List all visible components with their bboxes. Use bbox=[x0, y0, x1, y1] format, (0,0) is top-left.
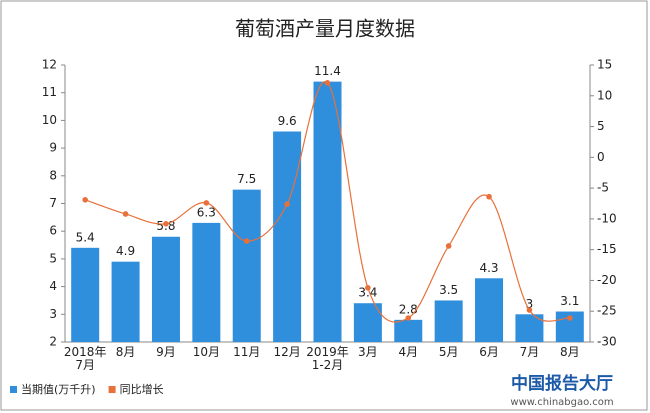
line-point bbox=[163, 221, 169, 227]
value-label: 7.5 bbox=[237, 172, 256, 186]
y-tick-label: 5 bbox=[49, 251, 57, 265]
line-point bbox=[405, 315, 412, 321]
value-label: 9.6 bbox=[278, 114, 297, 128]
chart-title: 葡萄酒产量月度数据 bbox=[235, 17, 415, 41]
y2-tick-label: 15 bbox=[597, 58, 612, 72]
x-tick-label: 6月 bbox=[479, 345, 499, 359]
bar bbox=[151, 236, 180, 342]
value-label: 3.5 bbox=[439, 283, 458, 297]
legend-swatch bbox=[108, 386, 116, 393]
x-tick-label: 7月 bbox=[519, 345, 540, 359]
line-point bbox=[526, 307, 533, 313]
line-point bbox=[203, 200, 210, 206]
x-tick-label: 5月 bbox=[438, 345, 459, 359]
line-point bbox=[365, 285, 371, 291]
y-tick-label: 8 bbox=[49, 168, 57, 182]
y-tick-label: 6 bbox=[49, 224, 57, 238]
bar bbox=[475, 278, 504, 342]
value-label: 5.4 bbox=[76, 230, 95, 244]
y2-tick-label: -20 bbox=[597, 273, 617, 287]
y2-tick-label: 5 bbox=[597, 119, 605, 133]
bar bbox=[192, 222, 221, 342]
x-tick-label: 4月 bbox=[398, 345, 419, 359]
y2-tick-label: 10 bbox=[597, 88, 612, 102]
value-label: 3 bbox=[526, 297, 534, 311]
line-point bbox=[284, 201, 290, 207]
bar bbox=[273, 131, 302, 342]
y-tick-label: 4 bbox=[49, 279, 57, 293]
y2-tick-label: -30 bbox=[597, 335, 617, 349]
y-tick-label: 9 bbox=[49, 141, 57, 155]
value-label: 3.4 bbox=[358, 286, 377, 300]
y-tick-label: 12 bbox=[42, 58, 57, 72]
y-tick-label: 11 bbox=[42, 85, 57, 99]
legend-label: 同比增长 bbox=[120, 382, 164, 396]
watermark-url: www.chinabgao.com bbox=[510, 397, 613, 408]
y2-tick-label: -5 bbox=[597, 181, 609, 195]
value-label: 11.4 bbox=[314, 64, 341, 78]
line-point bbox=[445, 243, 452, 249]
value-label: 6.3 bbox=[197, 205, 216, 219]
y-tick-label: 10 bbox=[42, 113, 57, 127]
x-tick-label: 3月 bbox=[358, 345, 378, 359]
watermark-brand: 中国报告大厅 bbox=[511, 373, 613, 394]
legend-swatch bbox=[10, 386, 17, 393]
y-tick-label: 2 bbox=[49, 335, 57, 349]
line-point bbox=[567, 315, 573, 321]
legend-label: 当期值(万千升) bbox=[21, 382, 96, 396]
line-point bbox=[486, 193, 492, 200]
value-label: 4.9 bbox=[116, 244, 135, 258]
bar bbox=[313, 81, 342, 343]
x-tick-label: 8月 bbox=[559, 345, 580, 359]
value-label: 4.3 bbox=[479, 261, 498, 275]
y-tick-label: 3 bbox=[49, 307, 57, 321]
y2-tick-label: -25 bbox=[597, 304, 617, 318]
bar bbox=[434, 300, 463, 342]
value-label: 3.1 bbox=[560, 294, 579, 308]
line-point bbox=[324, 80, 331, 86]
x-tick-label: 2019年 1-2月 bbox=[306, 345, 349, 372]
bar bbox=[394, 319, 423, 342]
line-point bbox=[82, 197, 88, 203]
y2-tick-label: -10 bbox=[597, 211, 617, 225]
x-tick-label: 12月 bbox=[273, 345, 301, 359]
line-point bbox=[243, 238, 250, 244]
line-point bbox=[122, 211, 129, 217]
value-label: 2.8 bbox=[399, 302, 418, 316]
y2-tick-label: 0 bbox=[597, 150, 605, 164]
y2-tick-label: -15 bbox=[597, 242, 617, 256]
x-tick-label: 10月 bbox=[192, 345, 220, 359]
x-tick-label: 8月 bbox=[115, 345, 136, 359]
x-tick-label: 11月 bbox=[233, 345, 261, 359]
bar bbox=[71, 247, 100, 342]
bar bbox=[111, 261, 140, 342]
x-tick-label: 9月 bbox=[156, 345, 176, 359]
bar bbox=[232, 189, 261, 342]
x-tick-label: 2018年 7月 bbox=[63, 345, 107, 372]
y-tick-label: 7 bbox=[49, 196, 57, 210]
